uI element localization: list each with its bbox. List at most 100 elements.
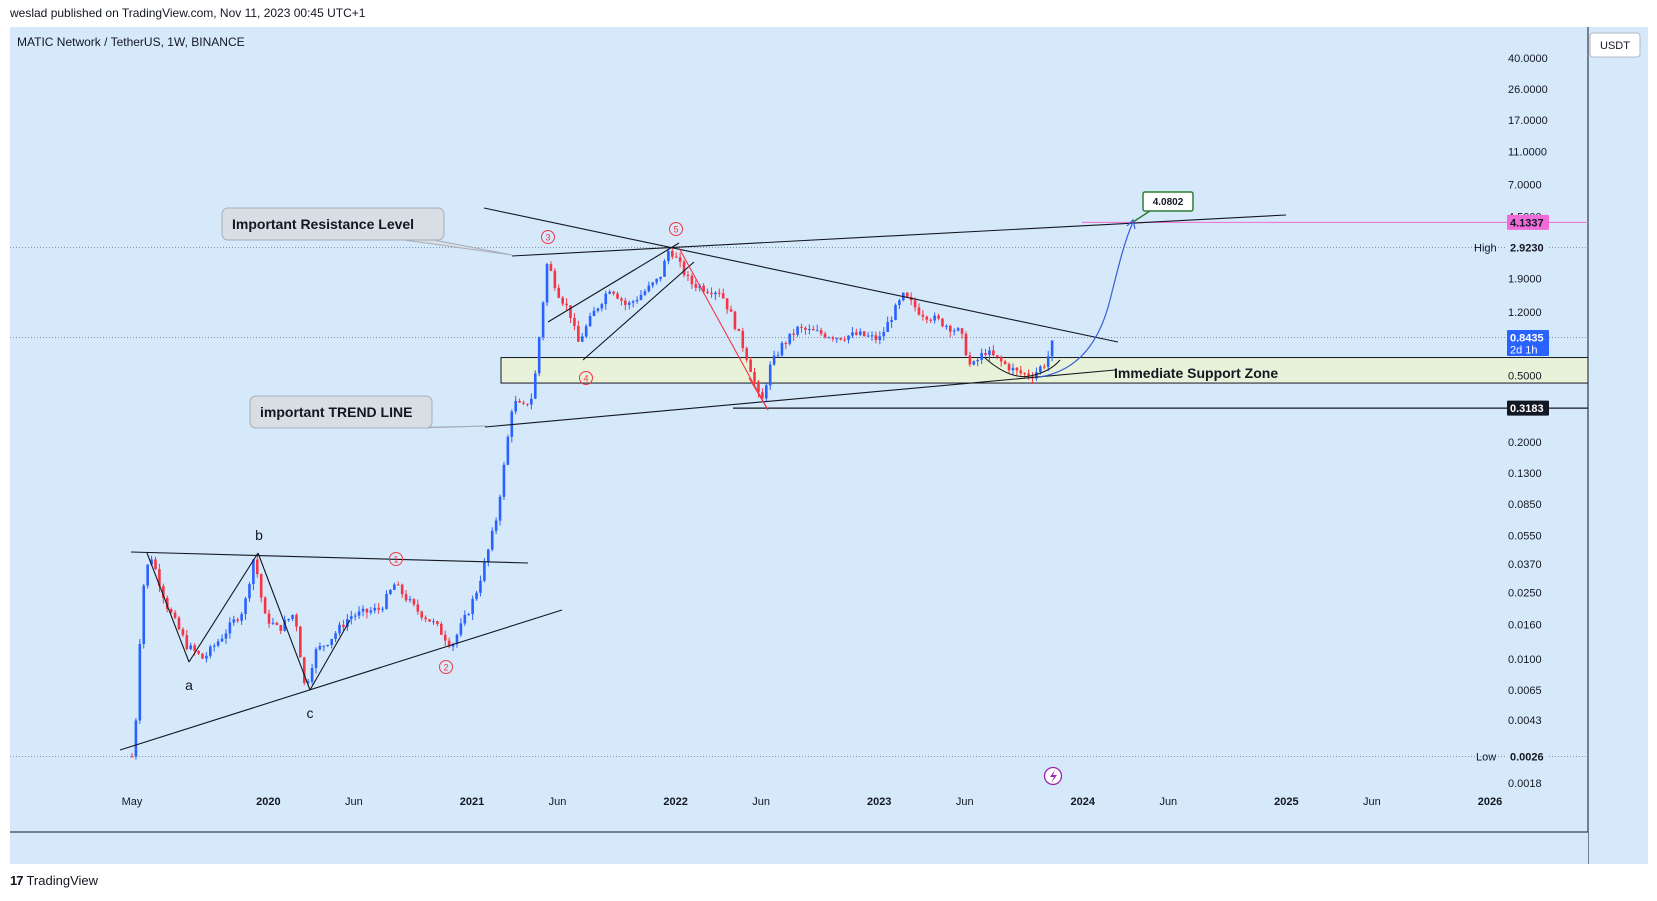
candle-body[interactable] (299, 626, 302, 658)
candle-body[interactable] (162, 586, 165, 598)
abc-zigzag-segment[interactable] (309, 619, 351, 691)
candle-body[interactable] (671, 250, 674, 257)
candle-body[interactable] (819, 330, 823, 334)
candle-body[interactable] (913, 300, 917, 308)
candle-body[interactable] (933, 315, 936, 321)
candle-body[interactable] (1007, 363, 1011, 371)
candle-body[interactable] (396, 584, 400, 586)
candle-body[interactable] (181, 629, 185, 636)
candle-body[interactable] (302, 657, 306, 683)
candle-body[interactable] (620, 298, 623, 301)
candle-body[interactable] (577, 325, 580, 342)
candle-body[interactable] (749, 359, 752, 372)
candle-body[interactable] (757, 381, 760, 393)
candle-body[interactable] (604, 293, 608, 305)
abc-resistance-line[interactable] (130, 551, 529, 564)
candle-body[interactable] (729, 309, 733, 312)
candle-body[interactable] (318, 646, 322, 650)
candle-body[interactable] (839, 338, 842, 340)
candle-body[interactable] (193, 645, 196, 651)
candle-body[interactable] (898, 300, 901, 305)
candle-body[interactable] (1015, 367, 1019, 371)
candle-body[interactable] (220, 638, 224, 642)
candle-body[interactable] (467, 614, 471, 616)
candle-body[interactable] (643, 291, 647, 295)
candle-body[interactable] (326, 644, 330, 646)
candle-body[interactable] (432, 621, 435, 623)
candle-body[interactable] (197, 650, 200, 654)
candle-body[interactable] (952, 330, 956, 332)
candle-body[interactable] (678, 257, 682, 262)
support-price-tag[interactable] (1507, 400, 1549, 416)
high-price-tag[interactable] (1507, 240, 1549, 256)
abc-zigzag-segment[interactable] (188, 552, 259, 663)
candle-body[interactable] (486, 549, 490, 563)
candle-body[interactable] (753, 371, 756, 382)
candle-body[interactable] (808, 329, 811, 331)
support-zone-box[interactable] (500, 357, 1589, 384)
candle-body[interactable] (518, 400, 521, 403)
candle-body[interactable] (831, 337, 835, 339)
candle-body[interactable] (999, 357, 1003, 362)
candle-body[interactable] (847, 335, 850, 340)
candle-body[interactable] (295, 614, 298, 627)
candle-body[interactable] (960, 328, 964, 334)
candle-body[interactable] (992, 350, 995, 356)
candle-body[interactable] (365, 608, 369, 613)
candle-body[interactable] (874, 335, 878, 341)
candle-body[interactable] (494, 520, 498, 531)
candle-body[interactable] (714, 292, 717, 295)
candle-body[interactable] (404, 594, 408, 601)
candle-body[interactable] (545, 264, 549, 303)
candle-body[interactable] (357, 611, 361, 616)
candle-body[interactable] (498, 496, 502, 521)
candle-body[interactable] (1003, 361, 1007, 364)
candle-body[interactable] (663, 260, 666, 277)
wave-4-5-upper-line[interactable] (547, 242, 680, 323)
candle-body[interactable] (706, 291, 709, 293)
candle-body[interactable] (533, 373, 537, 399)
candle-body[interactable] (244, 598, 247, 615)
candle-body[interactable] (173, 612, 177, 618)
candle-body[interactable] (412, 599, 416, 605)
candle-body[interactable] (616, 293, 619, 299)
candle-body[interactable] (1042, 366, 1046, 368)
candle-body[interactable] (212, 645, 216, 647)
candle-body[interactable] (624, 300, 627, 305)
candle-body[interactable] (1023, 373, 1026, 375)
candle-body[interactable] (381, 608, 384, 610)
candle-body[interactable] (761, 392, 764, 399)
candle-body[interactable] (291, 614, 294, 619)
base-arc[interactable] (984, 357, 1061, 378)
candle-body[interactable] (373, 607, 377, 611)
candle-body[interactable] (201, 653, 204, 659)
candle-body[interactable] (377, 607, 380, 610)
candle-body[interactable] (428, 619, 431, 622)
candle-body[interactable] (334, 633, 337, 639)
target-price-tag[interactable] (1507, 214, 1549, 230)
candle-body[interactable] (800, 326, 803, 328)
candle-body[interactable] (1035, 372, 1038, 379)
candle-body[interactable] (804, 327, 807, 330)
low-price-tag[interactable] (1507, 748, 1549, 764)
resistance-line[interactable] (511, 214, 1287, 257)
candle-body[interactable] (937, 315, 940, 319)
candle-body[interactable] (349, 616, 353, 620)
candle-body[interactable] (483, 562, 486, 581)
candle-body[interactable] (342, 624, 345, 628)
candle-body[interactable] (150, 559, 153, 565)
candle-body[interactable] (259, 574, 263, 598)
candle-body[interactable] (252, 559, 255, 585)
candle-body[interactable] (580, 336, 584, 342)
candle-body[interactable] (788, 333, 792, 344)
candle-body[interactable] (905, 292, 909, 297)
candle-body[interactable] (702, 285, 705, 292)
candle-body[interactable] (1027, 373, 1030, 377)
candle-body[interactable] (659, 276, 662, 279)
candle-body[interactable] (561, 297, 564, 304)
main-trend-line[interactable] (484, 369, 1116, 428)
candle-body[interactable] (271, 622, 275, 624)
resistance-callout-box[interactable] (221, 207, 445, 241)
candle-body[interactable] (479, 580, 482, 593)
candle-body[interactable] (549, 264, 553, 271)
